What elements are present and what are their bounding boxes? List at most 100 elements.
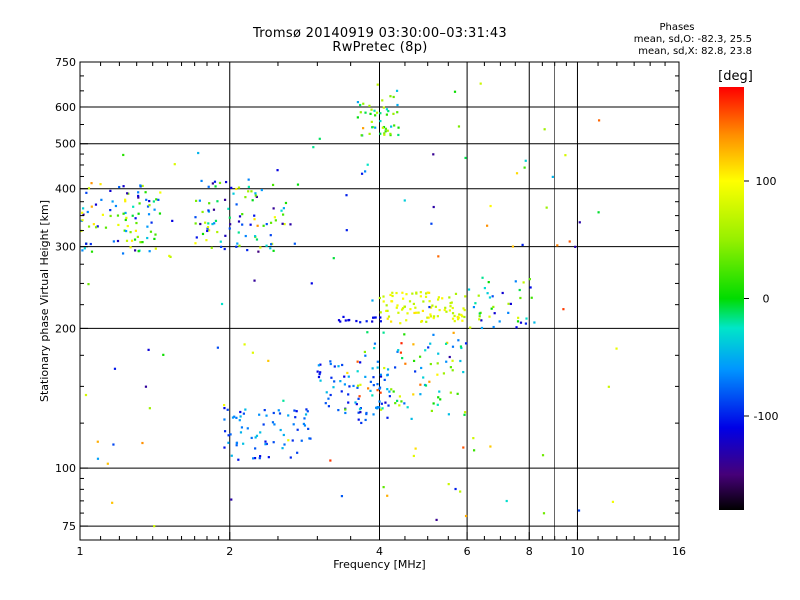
- data-point: [432, 315, 436, 318]
- data-point: [362, 102, 365, 105]
- data-point: [406, 406, 409, 409]
- data-point: [420, 366, 423, 370]
- data-point: [469, 326, 472, 329]
- data-point: [211, 182, 214, 185]
- x-axis-label: Frequency [MHz]: [333, 558, 425, 571]
- data-point: [317, 375, 321, 379]
- data-point: [201, 210, 204, 214]
- data-point: [371, 320, 374, 323]
- data-point: [219, 245, 223, 248]
- data-point: [374, 316, 377, 319]
- data-point: [228, 216, 231, 219]
- data-point: [478, 312, 481, 315]
- data-point: [396, 350, 399, 353]
- data-point: [247, 178, 250, 181]
- data-point: [244, 196, 247, 199]
- data-point: [145, 198, 148, 201]
- data-point: [403, 333, 406, 336]
- data-point: [265, 414, 268, 417]
- data-point: [448, 296, 451, 299]
- data-point: [148, 407, 151, 410]
- data-point: [400, 342, 403, 345]
- data-point: [396, 399, 399, 402]
- data-point: [169, 255, 172, 259]
- data-point: [489, 204, 492, 208]
- data-point: [242, 412, 245, 415]
- data-point: [401, 297, 405, 300]
- data-point: [372, 384, 375, 387]
- data-point: [577, 509, 581, 512]
- data-point: [281, 222, 284, 225]
- data-point: [460, 313, 463, 317]
- phase-stats-heading: Phases: [659, 22, 695, 33]
- data-point: [424, 295, 428, 298]
- data-point: [359, 361, 362, 364]
- data-point: [149, 230, 153, 233]
- data-point: [427, 316, 430, 319]
- data-point: [251, 351, 254, 354]
- data-point: [241, 213, 244, 216]
- data-point: [379, 391, 382, 394]
- data-point: [385, 108, 389, 111]
- data-point: [239, 415, 242, 418]
- data-point: [148, 204, 151, 207]
- data-point: [384, 401, 387, 404]
- data-point: [382, 300, 385, 303]
- data-point: [457, 125, 461, 128]
- data-point: [244, 234, 247, 238]
- data-point: [272, 441, 275, 444]
- data-point: [364, 111, 367, 114]
- data-point: [125, 229, 128, 233]
- data-point: [404, 362, 407, 365]
- colorbar-tick-label: -100: [754, 410, 779, 423]
- data-point: [501, 291, 504, 295]
- data-point: [153, 525, 156, 528]
- data-point: [237, 186, 241, 189]
- data-point: [147, 348, 150, 351]
- data-point: [366, 163, 369, 166]
- data-point: [387, 404, 390, 407]
- data-point: [253, 218, 256, 221]
- data-point: [283, 443, 286, 446]
- data-point: [204, 221, 207, 224]
- data-point: [409, 308, 412, 311]
- data-point: [125, 216, 128, 219]
- data-point: [327, 397, 330, 400]
- data-point: [238, 215, 242, 218]
- data-point: [405, 319, 408, 322]
- data-point: [434, 305, 437, 308]
- data-point: [127, 192, 130, 195]
- data-point: [329, 393, 332, 397]
- data-point: [437, 352, 440, 355]
- data-point: [379, 320, 382, 323]
- data-point: [363, 350, 366, 354]
- data-point: [514, 280, 517, 283]
- axes: 1 2 4 6 8 10 16 75 100 200 300 400 500 600 750: [55, 56, 686, 558]
- data-point: [390, 388, 393, 391]
- data-point: [253, 214, 256, 217]
- data-point: [507, 302, 510, 305]
- data-point: [126, 224, 129, 228]
- data-point: [376, 383, 379, 386]
- data-point: [252, 457, 255, 460]
- data-point: [449, 305, 452, 308]
- data-point: [197, 151, 200, 155]
- data-point: [414, 306, 417, 309]
- data-point: [342, 315, 345, 319]
- data-point: [478, 318, 481, 321]
- series-blue-line-at-210-km: [337, 315, 382, 324]
- data-point: [355, 403, 358, 406]
- data-point: [223, 247, 226, 251]
- data-point: [296, 451, 299, 454]
- data-point: [397, 311, 400, 314]
- data-point: [223, 430, 227, 433]
- data-point: [449, 391, 452, 394]
- data-point: [477, 294, 480, 297]
- data-point: [194, 199, 198, 202]
- data-point: [273, 216, 276, 219]
- data-point: [432, 153, 435, 156]
- data-point: [129, 246, 132, 249]
- data-point: [607, 385, 610, 388]
- data-point: [341, 363, 344, 367]
